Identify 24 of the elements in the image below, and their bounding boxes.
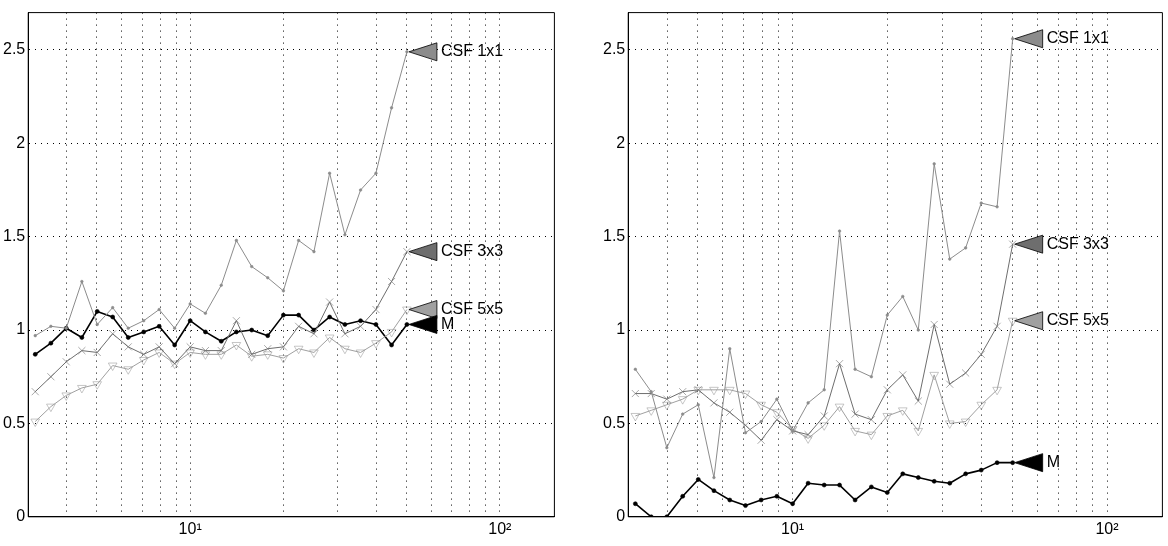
x-tick-label: 10¹ <box>178 519 202 537</box>
y-tick-label: 0.5 <box>602 413 626 431</box>
legend-label: CSF 1x1 <box>440 42 504 60</box>
legend-label: CSF 5x5 <box>440 299 504 317</box>
y-tick-label: 1 <box>616 320 626 338</box>
legend-label: CSF 3x3 <box>1046 234 1110 252</box>
y-tick-label: 1.5 <box>2 227 26 245</box>
y-tick-label: 2.5 <box>602 40 626 58</box>
legend-label: CSF 1x1 <box>1046 29 1110 47</box>
y-tick-label: 2 <box>16 133 26 151</box>
y-tick-label: 2 <box>616 133 626 151</box>
y-tick-label: 0 <box>16 507 26 525</box>
y-tick-label: 0 <box>616 507 626 525</box>
x-tick-label: 10² <box>1095 519 1120 537</box>
legend-label: M <box>440 314 455 332</box>
x-tick-label: 10¹ <box>781 519 805 537</box>
x-tick-label: 10² <box>488 519 513 537</box>
legend-label: CSF 5x5 <box>1046 311 1110 329</box>
legend-label: CSF 3x3 <box>440 242 504 260</box>
y-tick-label: 0.5 <box>2 413 26 431</box>
y-tick-label: 1 <box>16 320 26 338</box>
y-tick-label: 1.5 <box>602 227 626 245</box>
y-tick-label: 2.5 <box>2 40 26 58</box>
legend-label: M <box>1046 453 1060 471</box>
